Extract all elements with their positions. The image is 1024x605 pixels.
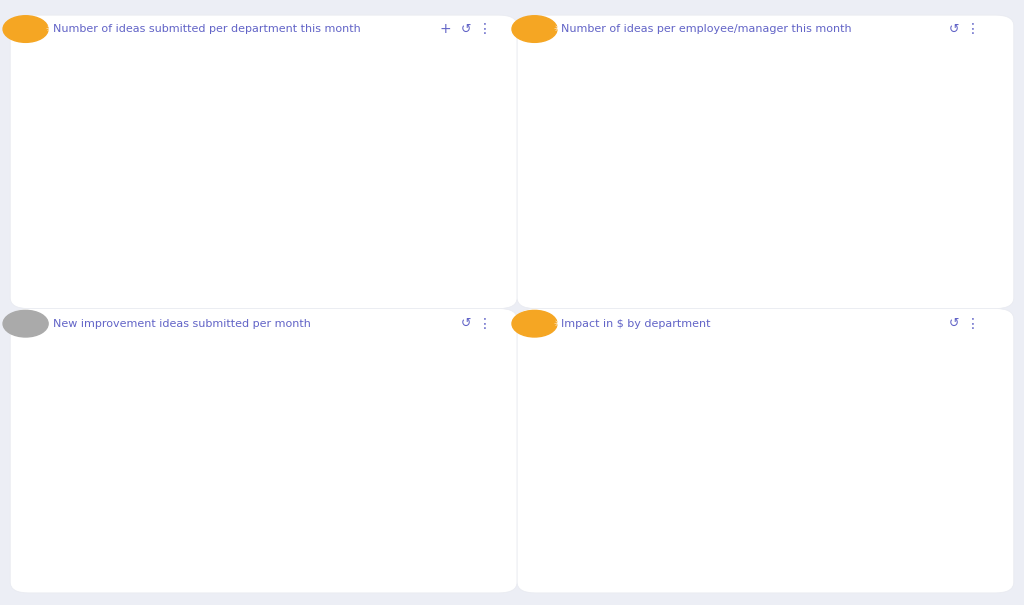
- Text: ↺: ↺: [461, 22, 471, 36]
- Text: 7: 7: [950, 172, 958, 186]
- Text: Laser Cut: Laser Cut: [218, 535, 268, 545]
- Text: Welding: Welding: [62, 535, 104, 545]
- FancyBboxPatch shape: [0, 531, 1024, 535]
- Text: New improvement ideas submitted per month: New improvement ideas submitted per mont…: [53, 319, 311, 329]
- FancyBboxPatch shape: [367, 187, 518, 275]
- Text: ✳: ✳: [553, 24, 561, 34]
- Text: ↺: ↺: [461, 317, 471, 330]
- Text: 5 500: 5 500: [703, 529, 729, 538]
- Text: 5: 5: [786, 199, 796, 214]
- Text: 4: 4: [438, 224, 446, 238]
- FancyBboxPatch shape: [667, 165, 753, 275]
- Text: ✳: ✳: [553, 319, 561, 329]
- Text: +: +: [439, 22, 452, 36]
- FancyBboxPatch shape: [749, 137, 834, 275]
- Text: ⋮: ⋮: [966, 316, 980, 331]
- FancyBboxPatch shape: [65, 231, 167, 275]
- Text: ⋮: ⋮: [477, 22, 492, 36]
- FancyBboxPatch shape: [850, 247, 895, 275]
- Text: 2: 2: [112, 246, 120, 260]
- Text: 12 000: 12 000: [700, 522, 732, 531]
- Text: ⋮: ⋮: [477, 316, 492, 331]
- Text: ⋮: ⋮: [966, 22, 980, 36]
- Text: Impact in $ by department: Impact in $ by department: [561, 319, 711, 329]
- Text: 11 000: 11 000: [940, 509, 972, 518]
- FancyBboxPatch shape: [285, 165, 436, 275]
- Text: Warehouse: Warehouse: [62, 572, 121, 581]
- Text: 212 000: 212 000: [777, 451, 815, 460]
- Text: ✳: ✳: [45, 24, 53, 34]
- Text: 4: 4: [705, 213, 714, 227]
- Text: 23 100: 23 100: [940, 522, 972, 531]
- Text: 4: 4: [193, 224, 202, 238]
- FancyBboxPatch shape: [911, 82, 997, 275]
- Text: 45 000: 45 000: [860, 514, 892, 523]
- Text: 8: 8: [274, 180, 284, 194]
- FancyBboxPatch shape: [0, 518, 1024, 535]
- FancyBboxPatch shape: [0, 522, 1024, 531]
- FancyBboxPatch shape: [585, 110, 671, 275]
- Text: Number of ideas submitted per department this month: Number of ideas submitted per department…: [53, 24, 361, 34]
- FancyBboxPatch shape: [0, 502, 1024, 535]
- Text: Assembly: Assembly: [374, 535, 424, 545]
- FancyBboxPatch shape: [0, 510, 1024, 518]
- Text: Number of ideas per employee/manager this month: Number of ideas per employee/manager thi…: [561, 24, 852, 34]
- FancyBboxPatch shape: [204, 99, 354, 275]
- FancyBboxPatch shape: [0, 376, 1024, 535]
- Text: ↺: ↺: [949, 22, 959, 36]
- FancyBboxPatch shape: [122, 187, 273, 275]
- Text: ↺: ↺: [949, 317, 959, 330]
- Text: 6: 6: [624, 186, 632, 200]
- Text: 1: 1: [868, 255, 878, 269]
- Text: 5: 5: [356, 213, 366, 227]
